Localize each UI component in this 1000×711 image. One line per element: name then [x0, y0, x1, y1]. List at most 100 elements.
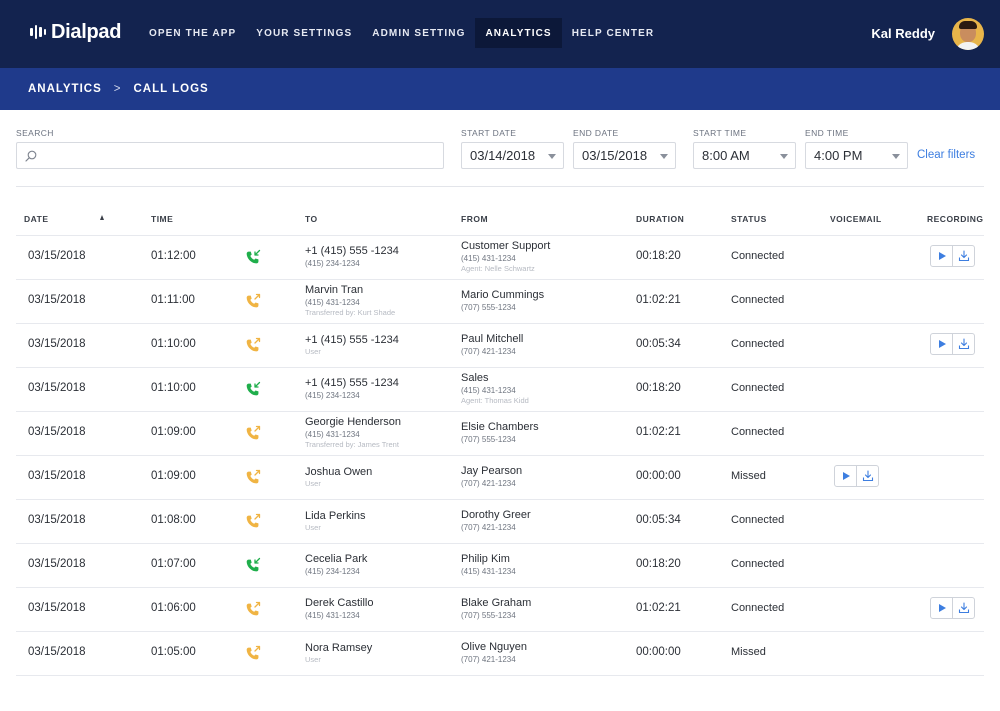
dialpad-logo-icon: [30, 25, 46, 39]
sort-ascending-icon[interactable]: [100, 215, 104, 220]
table-row[interactable]: 03/15/2018 01:09:00 Joshua Owen User Jay Pea…: [16, 455, 984, 499]
from-name[interactable]: Olive Nguyen: [461, 641, 528, 653]
recording-controls: [930, 333, 975, 355]
call-from: Customer Support (415) 431-1234 Agent: Nel…: [461, 235, 550, 279]
to-note: User: [305, 654, 321, 664]
user-name[interactable]: Kal Reddy: [871, 26, 935, 41]
row-divider: [16, 631, 984, 632]
to-name[interactable]: Derek Castillo: [305, 597, 374, 609]
column-header-status[interactable]: STATUS: [731, 214, 767, 224]
to-name[interactable]: Cecelia Park: [305, 553, 368, 565]
row-divider: [16, 675, 984, 676]
recording-download-button[interactable]: [952, 334, 974, 354]
call-date: 03/15/2018: [28, 250, 86, 262]
call-status: Connected: [731, 602, 785, 614]
nav-admin-setting[interactable]: ADMIN SETTING: [372, 27, 466, 39]
from-name[interactable]: Philip Kim: [461, 553, 510, 565]
end-date-select[interactable]: 03/15/2018: [573, 142, 676, 169]
to-name[interactable]: +1 (415) 555 -1234: [305, 333, 399, 346]
from-name[interactable]: Mario Cummings: [461, 289, 545, 301]
to-number: (415) 234-1234: [305, 391, 360, 400]
call-duration: 00:05:34: [636, 338, 681, 350]
to-name[interactable]: Lida Perkins: [305, 509, 366, 522]
breadcrumb-analytics[interactable]: ANALYTICS: [28, 83, 102, 95]
to-number: (415) 234-1234: [305, 567, 360, 576]
row-divider: [16, 367, 984, 368]
table-row[interactable]: 03/15/2018 01:06:00 Derek Castillo (415) 43…: [16, 587, 984, 631]
from-number: (707) 421-1234: [461, 523, 516, 532]
column-header-date[interactable]: DATE: [24, 214, 49, 224]
from-number: (707) 555-1234: [461, 611, 516, 620]
voicemail-play-button[interactable]: [835, 466, 856, 486]
from-number: (415) 431-1234: [461, 386, 516, 395]
call-status: Connected: [731, 338, 785, 350]
user-avatar[interactable]: [952, 18, 984, 50]
play-icon: [938, 340, 946, 348]
table-row[interactable]: 03/15/2018 01:05:00 Nora Ramsey User Olive N…: [16, 631, 984, 675]
voicemail-download-button[interactable]: [856, 466, 878, 486]
table-row[interactable]: 03/15/2018 01:12:00 +1 (415) 555 -1234 (415…: [16, 235, 984, 279]
call-status: Missed: [731, 470, 766, 482]
column-header-recording[interactable]: RECORDING: [927, 214, 984, 224]
call-to: Derek Castillo (415) 431-1234: [305, 587, 373, 631]
from-name[interactable]: Paul Mitchell: [461, 333, 524, 345]
clear-filters-link[interactable]: Clear filters: [917, 149, 976, 161]
row-divider: [16, 587, 984, 588]
call-status: Connected: [731, 250, 785, 262]
from-number: (707) 421-1234: [461, 479, 516, 488]
from-name[interactable]: Elsie Chambers: [461, 421, 539, 433]
from-name[interactable]: Jay Pearson: [461, 465, 523, 477]
dialpad-logo[interactable]: Dialpad: [30, 19, 121, 45]
phone-incoming-icon: [246, 557, 261, 572]
recording-play-button[interactable]: [931, 598, 952, 618]
table-header-divider: [16, 235, 984, 236]
column-header-time[interactable]: TIME: [151, 214, 174, 224]
to-name[interactable]: +1 (415) 555 -1234: [305, 245, 399, 257]
recording-download-button[interactable]: [952, 598, 974, 618]
call-to: +1 (415) 555 -1234 User: [305, 323, 399, 367]
to-name[interactable]: Marvin Tran: [305, 284, 364, 296]
search-input[interactable]: [16, 142, 444, 169]
column-header-from[interactable]: FROM: [461, 214, 489, 224]
column-header-voicemail[interactable]: VOICEMAIL: [830, 214, 882, 224]
column-header-duration[interactable]: DURATION: [636, 214, 685, 224]
from-name[interactable]: Sales: [461, 372, 489, 384]
table-row[interactable]: 03/15/2018 01:09:00 Georgie Henderson (415)…: [16, 411, 984, 455]
table-row[interactable]: 03/15/2018 01:08:00 Lida Perkins User Doroth…: [16, 499, 984, 543]
table-row[interactable]: 03/15/2018 01:10:00 +1 (415) 555 -1234 (415…: [16, 367, 984, 411]
from-name[interactable]: Customer Support: [461, 240, 551, 252]
table-row[interactable]: 03/15/2018 01:07:00 Cecelia Park (415) 234-…: [16, 543, 984, 587]
to-name[interactable]: Nora Ramsey: [305, 641, 373, 654]
phone-outgoing-icon: [246, 601, 261, 616]
to-name[interactable]: Georgie Henderson: [305, 416, 402, 428]
from-name[interactable]: Dorothy Greer: [461, 509, 531, 521]
to-name[interactable]: Joshua Owen: [305, 465, 373, 478]
to-name[interactable]: +1 (415) 555 -1234: [305, 377, 399, 389]
call-from: Mario Cummings (707) 555-1234: [461, 279, 544, 323]
recording-download-button[interactable]: [952, 246, 974, 266]
phone-outgoing-icon: [246, 425, 261, 440]
call-status: Connected: [731, 426, 785, 438]
recording-play-button[interactable]: [931, 246, 952, 266]
start-date-select[interactable]: 03/14/2018: [461, 142, 564, 169]
call-duration: 00:00:00: [636, 470, 681, 482]
top-navigation-bar: Dialpad OPEN THE APP YOUR SETTINGS ADMIN…: [0, 0, 1000, 68]
call-from: Philip Kim (415) 431-1234: [461, 543, 516, 587]
nav-analytics[interactable]: ANALYTICS: [475, 18, 562, 48]
end-time-label: END TIME: [805, 128, 849, 138]
to-note: User: [305, 522, 321, 532]
from-number: (707) 555-1234: [461, 303, 516, 312]
recording-play-button[interactable]: [931, 334, 952, 354]
phone-outgoing-icon: [246, 293, 261, 308]
from-name[interactable]: Blake Graham: [461, 597, 532, 609]
nav-your-settings[interactable]: YOUR SETTINGS: [256, 27, 353, 39]
start-time-value: 8:00 AM: [702, 148, 750, 163]
call-duration: 00:00:00: [636, 646, 681, 658]
nav-help-center[interactable]: HELP CENTER: [571, 27, 655, 39]
column-header-to[interactable]: TO: [305, 214, 318, 224]
end-time-select[interactable]: 4:00 PM: [805, 142, 908, 169]
table-row[interactable]: 03/15/2018 01:10:00 +1 (415) 555 -1234 User…: [16, 323, 984, 367]
nav-open-the-app[interactable]: OPEN THE APP: [149, 27, 237, 39]
table-row[interactable]: 03/15/2018 01:11:00 Marvin Tran (415) 431-1…: [16, 279, 984, 323]
start-time-select[interactable]: 8:00 AM: [693, 142, 796, 169]
